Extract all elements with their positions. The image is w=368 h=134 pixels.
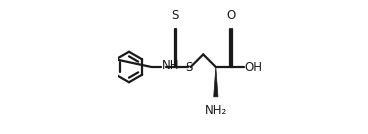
Text: OH: OH (244, 60, 262, 74)
Text: S: S (185, 60, 193, 74)
Polygon shape (214, 67, 218, 97)
Text: NH: NH (162, 59, 180, 72)
Text: O: O (226, 9, 236, 22)
Text: NH₂: NH₂ (205, 104, 227, 117)
Text: S: S (172, 9, 179, 22)
